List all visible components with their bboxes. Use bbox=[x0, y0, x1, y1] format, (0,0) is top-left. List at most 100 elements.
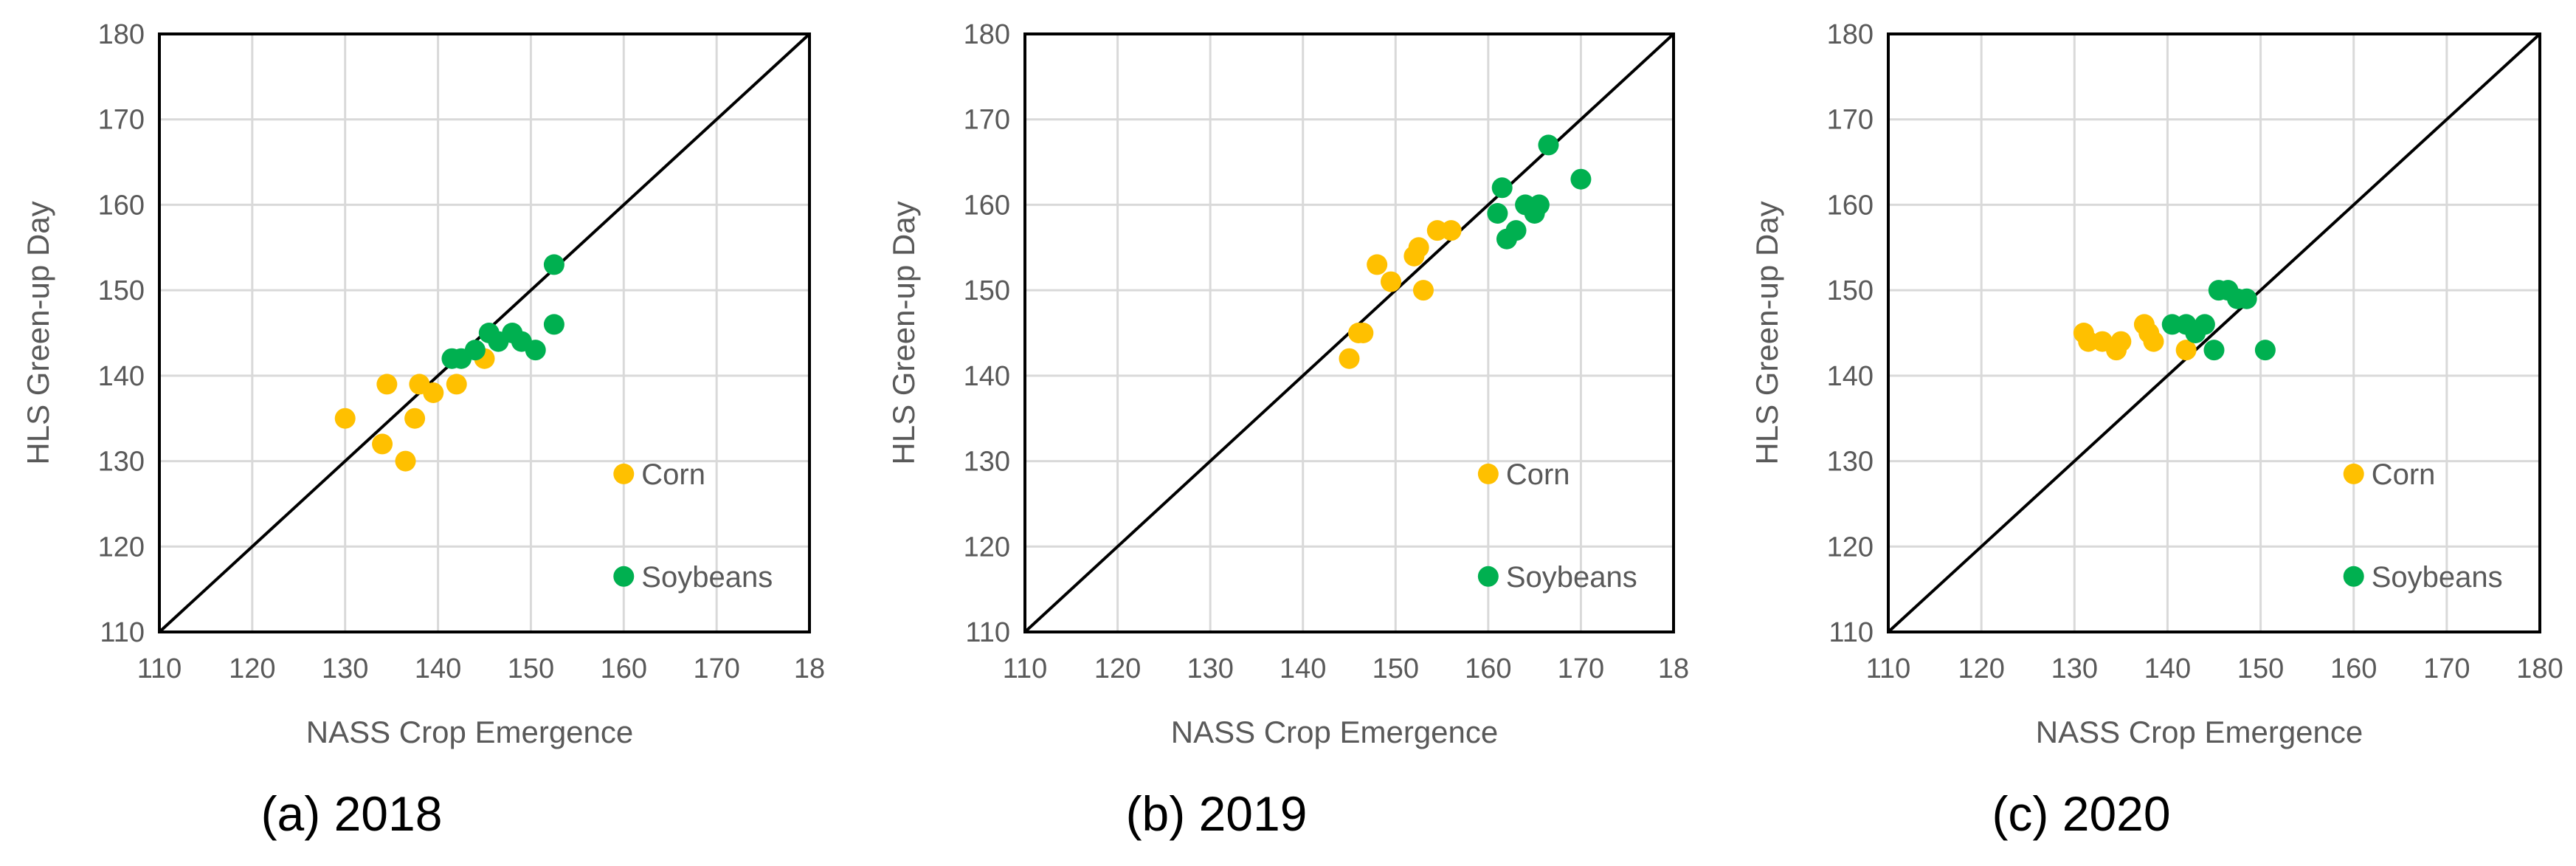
soybeans-point bbox=[1505, 220, 1527, 241]
y-tick-label: 140 bbox=[964, 361, 1010, 392]
soybeans-point bbox=[2254, 340, 2276, 361]
y-tick-label: 160 bbox=[98, 190, 145, 221]
y-tick-label: 130 bbox=[1827, 447, 1874, 478]
x-tick-label: 130 bbox=[2051, 653, 2098, 684]
corn-point bbox=[1440, 220, 1462, 241]
soybeans-point bbox=[1570, 168, 1592, 190]
y-tick-label: 130 bbox=[964, 447, 1010, 478]
y-tick-label: 140 bbox=[1827, 361, 1874, 392]
y-tick-label: 160 bbox=[964, 190, 1010, 221]
legend-marker-corn bbox=[613, 463, 635, 484]
legend-label-soybeans: Soybeans bbox=[641, 561, 773, 594]
soybeans-point bbox=[1528, 194, 1550, 216]
x-tick-label: 170 bbox=[1558, 653, 1604, 684]
legend-label-soybeans: Soybeans bbox=[2372, 561, 2503, 594]
soybeans-point bbox=[1538, 134, 1559, 156]
x-tick-label: 160 bbox=[1465, 653, 1511, 684]
scatter-panel-1: 110 120 130 140 150 160 170 18 110 120 130 140 150 16… bbox=[21, 19, 825, 841]
corn-point bbox=[2110, 331, 2132, 352]
plot-frame bbox=[1023, 32, 1675, 633]
corn-point bbox=[446, 374, 467, 395]
soybeans-point bbox=[543, 254, 564, 275]
y-tick-label: 170 bbox=[98, 105, 145, 136]
corn-point bbox=[334, 408, 356, 429]
x-tick-label: 140 bbox=[1280, 653, 1326, 684]
x-tick-label: 170 bbox=[693, 653, 739, 684]
x-tick-label: 120 bbox=[1958, 653, 2004, 684]
soybeans-point bbox=[543, 314, 564, 335]
y-tick-label: 120 bbox=[1827, 532, 1874, 563]
y-tick-label: 180 bbox=[98, 19, 145, 50]
y-tick-label: 110 bbox=[965, 617, 1010, 648]
corn-point bbox=[1408, 237, 1429, 258]
soybeans-point bbox=[525, 340, 546, 361]
scatter-panel-3: 110 120 130 140 150 160 170 180 110 120 130 140 150 1… bbox=[1750, 19, 2563, 841]
panel-caption: (a) 2018 bbox=[261, 786, 443, 841]
y-axis-title: HLS Green-up Day bbox=[21, 201, 55, 464]
x-axis-title: NASS Crop Emergence bbox=[1171, 715, 1499, 749]
x-tick-label: 150 bbox=[508, 653, 554, 684]
soybeans-point bbox=[2194, 314, 2215, 335]
x-tick-label: 110 bbox=[137, 653, 182, 684]
panel-caption: (c) 2020 bbox=[1992, 786, 2170, 841]
soybeans-point bbox=[1487, 203, 1508, 224]
corn-point bbox=[2175, 340, 2197, 361]
y-tick-label: 150 bbox=[1827, 275, 1874, 306]
y-tick-label: 110 bbox=[1829, 617, 1874, 648]
x-tick-label: 160 bbox=[2330, 653, 2377, 684]
x-tick-label: 180 bbox=[2516, 653, 2563, 684]
corn-point bbox=[376, 374, 398, 395]
y-tick-label: 180 bbox=[964, 19, 1010, 50]
y-tick-label: 170 bbox=[1827, 105, 1874, 136]
legend-label-soybeans: Soybeans bbox=[1506, 561, 1637, 594]
x-axis-title: NASS Crop Emergence bbox=[2036, 715, 2363, 749]
x-tick-label: 18 bbox=[1658, 653, 1689, 684]
x-tick-label: 130 bbox=[322, 653, 368, 684]
corn-point bbox=[1339, 348, 1360, 369]
x-tick-label: 140 bbox=[415, 653, 461, 684]
y-tick-label: 170 bbox=[964, 105, 1010, 136]
x-tick-label: 160 bbox=[601, 653, 647, 684]
y-tick-label: 180 bbox=[1827, 19, 1874, 50]
y-tick-label: 120 bbox=[98, 532, 145, 563]
legend-marker-soybeans bbox=[1477, 566, 1499, 587]
corn-point bbox=[395, 450, 416, 472]
panel-caption: (b) 2019 bbox=[1126, 786, 1308, 841]
corn-point bbox=[2143, 331, 2164, 352]
soybeans-point bbox=[2203, 340, 2225, 361]
plot-frame bbox=[158, 32, 811, 633]
x-tick-label: 150 bbox=[2237, 653, 2284, 684]
corn-point bbox=[1353, 323, 1374, 343]
scatter-panel-2: 110 120 130 140 150 160 170 18 110 120 130 140 150 16… bbox=[886, 19, 1689, 841]
corn-point bbox=[372, 433, 393, 455]
soybeans-point bbox=[464, 340, 486, 361]
soybeans-point bbox=[1491, 177, 1513, 199]
legend-marker-corn bbox=[2343, 463, 2364, 484]
corn-point bbox=[1412, 280, 1434, 301]
legend-label-corn: Corn bbox=[641, 458, 705, 491]
corn-point bbox=[423, 382, 444, 403]
y-axis-title: HLS Green-up Day bbox=[886, 201, 921, 464]
y-tick-label: 140 bbox=[98, 361, 145, 392]
y-axis-title: HLS Green-up Day bbox=[1750, 201, 1784, 464]
legend-marker-soybeans bbox=[2343, 566, 2364, 587]
legend-label-corn: Corn bbox=[2372, 458, 2436, 491]
legend-marker-soybeans bbox=[613, 566, 635, 587]
x-axis-title: NASS Crop Emergence bbox=[306, 715, 634, 749]
y-tick-label: 120 bbox=[964, 532, 1010, 563]
x-tick-label: 140 bbox=[2144, 653, 2191, 684]
y-tick-label: 150 bbox=[98, 275, 145, 306]
y-tick-label: 110 bbox=[100, 617, 145, 648]
x-tick-label: 120 bbox=[229, 653, 275, 684]
x-tick-label: 110 bbox=[1003, 653, 1048, 684]
legend-marker-corn bbox=[1477, 463, 1499, 484]
x-tick-label: 120 bbox=[1094, 653, 1141, 684]
y-tick-label: 130 bbox=[98, 447, 145, 478]
x-tick-label: 130 bbox=[1187, 653, 1233, 684]
x-tick-label: 170 bbox=[2423, 653, 2470, 684]
corn-point bbox=[1367, 254, 1388, 275]
plot-frame bbox=[1887, 32, 2541, 633]
one-to-one-line bbox=[1887, 32, 2541, 633]
x-tick-label: 150 bbox=[1372, 653, 1419, 684]
